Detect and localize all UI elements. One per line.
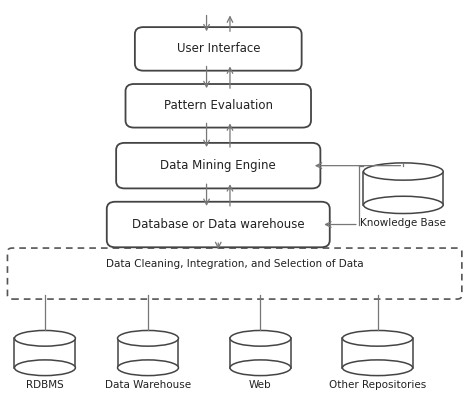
FancyBboxPatch shape <box>116 143 320 188</box>
Text: Database or Data warehouse: Database or Data warehouse <box>132 218 305 231</box>
Ellipse shape <box>364 196 443 213</box>
Text: Data Warehouse: Data Warehouse <box>105 380 191 390</box>
FancyBboxPatch shape <box>107 202 330 247</box>
Ellipse shape <box>15 330 75 346</box>
Ellipse shape <box>364 163 443 180</box>
Text: RDBMS: RDBMS <box>26 380 64 390</box>
FancyBboxPatch shape <box>15 338 75 368</box>
FancyBboxPatch shape <box>230 338 291 368</box>
Ellipse shape <box>118 330 178 346</box>
FancyBboxPatch shape <box>126 84 311 128</box>
Text: Knowledge Base: Knowledge Base <box>360 218 446 228</box>
Ellipse shape <box>342 360 413 376</box>
FancyBboxPatch shape <box>342 338 413 368</box>
FancyBboxPatch shape <box>118 338 178 368</box>
Text: Web: Web <box>249 380 272 390</box>
Text: Other Repositories: Other Repositories <box>329 380 426 390</box>
Ellipse shape <box>118 360 178 376</box>
Ellipse shape <box>230 330 291 346</box>
Text: User Interface: User Interface <box>176 43 260 55</box>
FancyBboxPatch shape <box>364 172 443 205</box>
FancyBboxPatch shape <box>135 27 301 71</box>
Text: Data Cleaning, Integration, and Selection of Data: Data Cleaning, Integration, and Selectio… <box>106 259 364 269</box>
Ellipse shape <box>15 360 75 376</box>
Ellipse shape <box>230 360 291 376</box>
Text: Data Mining Engine: Data Mining Engine <box>160 159 276 172</box>
Ellipse shape <box>342 330 413 346</box>
Text: Pattern Evaluation: Pattern Evaluation <box>164 99 273 112</box>
